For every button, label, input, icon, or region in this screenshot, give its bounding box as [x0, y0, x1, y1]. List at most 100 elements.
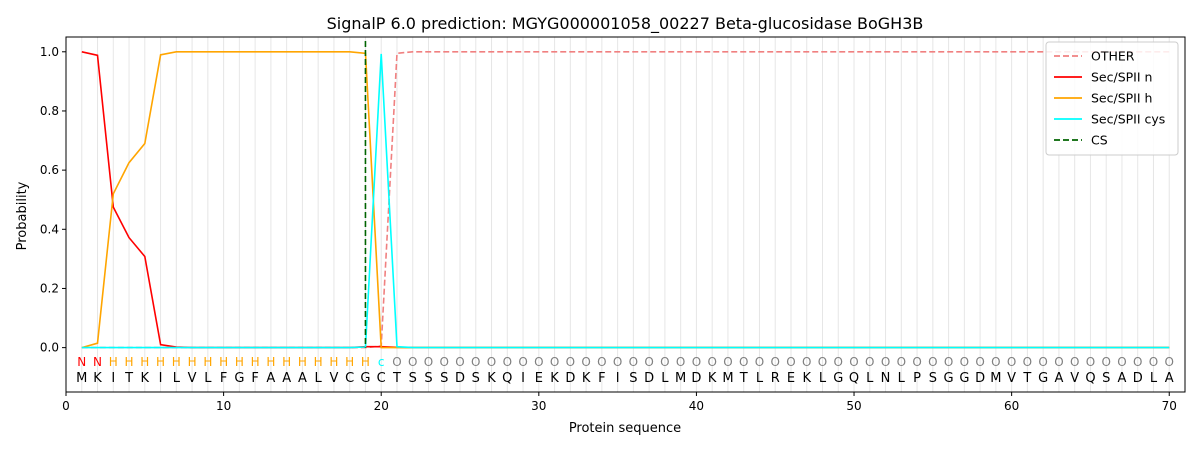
residue-label: I — [616, 371, 620, 386]
region-label: H — [314, 355, 323, 369]
residue-label: L — [315, 371, 323, 386]
residue-label: C — [345, 371, 354, 386]
region-label: O — [408, 355, 417, 369]
legend-label: CS — [1091, 133, 1108, 148]
residue-label: S — [929, 371, 937, 386]
y-tick-label: 0.2 — [40, 281, 59, 295]
region-label: O — [739, 355, 748, 369]
residue-label: A — [1054, 371, 1063, 386]
legend-label: Sec/SPII h — [1091, 91, 1152, 106]
residue-label: I — [159, 371, 163, 386]
residue-label: S — [409, 371, 417, 386]
residue-label: V — [1070, 371, 1079, 386]
region-label: O — [849, 355, 858, 369]
x-tick-label: 40 — [689, 399, 704, 413]
residue-label: A — [1118, 371, 1127, 386]
residue-label: L — [756, 371, 764, 386]
residue-label: G — [1038, 371, 1048, 386]
residue-label: D — [691, 371, 701, 386]
residue-label: V — [1007, 371, 1016, 386]
region-label: O — [471, 355, 480, 369]
residue-label: L — [866, 371, 874, 386]
region-label: O — [487, 355, 496, 369]
residue-label: M — [675, 371, 686, 386]
series-line-3 — [81, 53, 1170, 349]
region-label: O — [1023, 355, 1032, 369]
region-label: O — [1117, 355, 1126, 369]
legend-box — [1045, 41, 1179, 156]
region-label: H — [203, 355, 212, 369]
region-label: O — [723, 355, 732, 369]
region-label: H — [109, 355, 118, 369]
residue-label: D — [1133, 371, 1143, 386]
plot-frame — [65, 36, 1186, 393]
region-label: O — [944, 355, 953, 369]
region-label: H — [125, 355, 134, 369]
residue-label: K — [141, 371, 150, 386]
series-layer — [81, 41, 1170, 349]
residue-label: E — [787, 371, 795, 386]
residue-label: L — [1150, 371, 1158, 386]
region-label: O — [692, 355, 701, 369]
region-label: O — [755, 355, 764, 369]
tick-layer: 0 10 20 30 40 50 60 70 0.0 0.2 0.4 0.6 0.8 1.0 — [40, 45, 1177, 413]
y-tick-label: 0.4 — [40, 222, 59, 236]
residue-label: K — [582, 371, 591, 386]
legend-label: OTHER — [1091, 49, 1135, 64]
y-tick-label: 1.0 — [40, 45, 59, 59]
region-label: O — [707, 355, 716, 369]
region-label: O — [912, 355, 921, 369]
x-axis-label: Protein sequence — [569, 421, 681, 436]
y-tick-label: 0.8 — [40, 104, 59, 118]
series-line-2 — [81, 50, 1170, 349]
region-label: O — [503, 355, 512, 369]
residue-label: D — [455, 371, 465, 386]
x-tick-label: 60 — [1004, 399, 1019, 413]
residue-label: T — [1022, 371, 1031, 386]
legend-label: Sec/SPII n — [1091, 70, 1152, 85]
region-label: O — [518, 355, 527, 369]
region-label: O — [1101, 355, 1110, 369]
region-label: O — [928, 355, 937, 369]
region-label: O — [1086, 355, 1095, 369]
region-label: O — [550, 355, 559, 369]
region-label: O — [534, 355, 543, 369]
residue-label: A — [298, 371, 307, 386]
legend-label: Sec/SPII cys — [1091, 112, 1165, 127]
residue-label: K — [802, 371, 811, 386]
region-label: O — [392, 355, 401, 369]
residue-label: F — [220, 371, 227, 386]
residue-label: S — [440, 371, 448, 386]
series-line-1 — [81, 51, 1170, 349]
residue-label: E — [535, 371, 543, 386]
region-label: N — [77, 355, 86, 369]
x-tick-label: 0 — [62, 399, 70, 413]
residue-label: D — [644, 371, 654, 386]
residue-label: G — [234, 371, 244, 386]
residue-label: N — [881, 371, 891, 386]
residue-label: S — [629, 371, 637, 386]
series-line-0 — [81, 50, 1170, 349]
residue-label: P — [913, 371, 921, 386]
region-label: c — [378, 355, 385, 369]
region-label: H — [361, 355, 370, 369]
residue-label: R — [771, 371, 780, 386]
region-label: O — [455, 355, 464, 369]
residue-label: D — [975, 371, 985, 386]
region-label: O — [629, 355, 638, 369]
residue-label: K — [93, 371, 102, 386]
region-label: O — [834, 355, 843, 369]
residue-label: T — [392, 371, 401, 386]
region-label: O — [676, 355, 685, 369]
residue-label: I — [111, 371, 115, 386]
region-label: O — [865, 355, 874, 369]
region-label: O — [581, 355, 590, 369]
region-label: O — [786, 355, 795, 369]
region-label: O — [660, 355, 669, 369]
region-label: O — [613, 355, 622, 369]
region-label: H — [235, 355, 244, 369]
sequence-layer: NMNKHIHTHKHIHLHVHLHFHGHFHAHAHAHLHVHCHGcC… — [76, 355, 1174, 386]
region-label: H — [251, 355, 260, 369]
region-label: N — [93, 355, 102, 369]
